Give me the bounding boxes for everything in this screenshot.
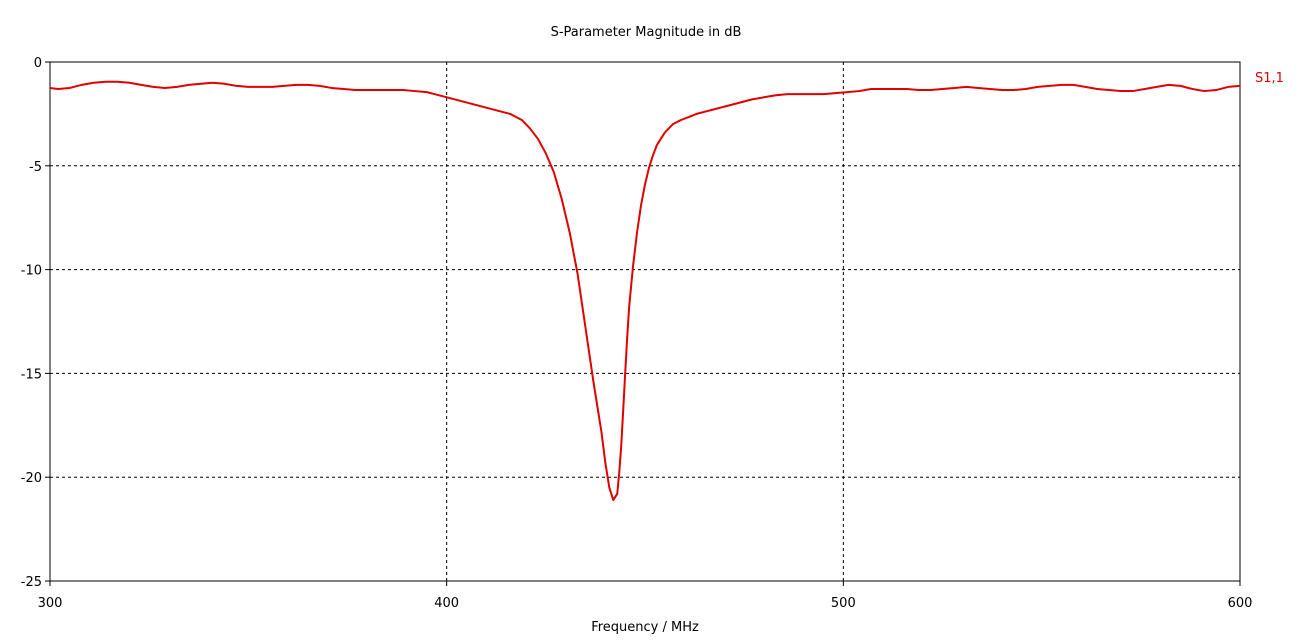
x-tick-label: 400 xyxy=(434,596,459,611)
plot-area xyxy=(49,61,1241,582)
x-axis-ticks: 300 400 500 600 xyxy=(38,581,1253,611)
y-tick-label: -20 xyxy=(21,471,42,486)
grid-lines xyxy=(50,62,1240,581)
y-tick-label: 0 xyxy=(34,56,42,71)
y-axis-ticks: 0 -5 -10 -15 -20 -25 xyxy=(21,56,50,590)
x-tick-label: 600 xyxy=(1228,596,1253,611)
legend: S1,1 xyxy=(1255,71,1284,86)
series-line-s11 xyxy=(49,80,1241,502)
x-axis-label: Frequency / MHz xyxy=(591,620,699,635)
y-tick-label: -15 xyxy=(21,367,42,382)
chart-title: S-Parameter Magnitude in dB xyxy=(551,25,742,40)
y-tick-label: -10 xyxy=(21,264,42,279)
series-layer xyxy=(49,80,1241,502)
y-tick-label: -25 xyxy=(21,575,42,590)
x-tick-label: 300 xyxy=(38,596,63,611)
x-tick-label: 500 xyxy=(831,596,856,611)
y-tick-label: -5 xyxy=(29,160,42,175)
legend-entry: S1,1 xyxy=(1255,71,1284,86)
